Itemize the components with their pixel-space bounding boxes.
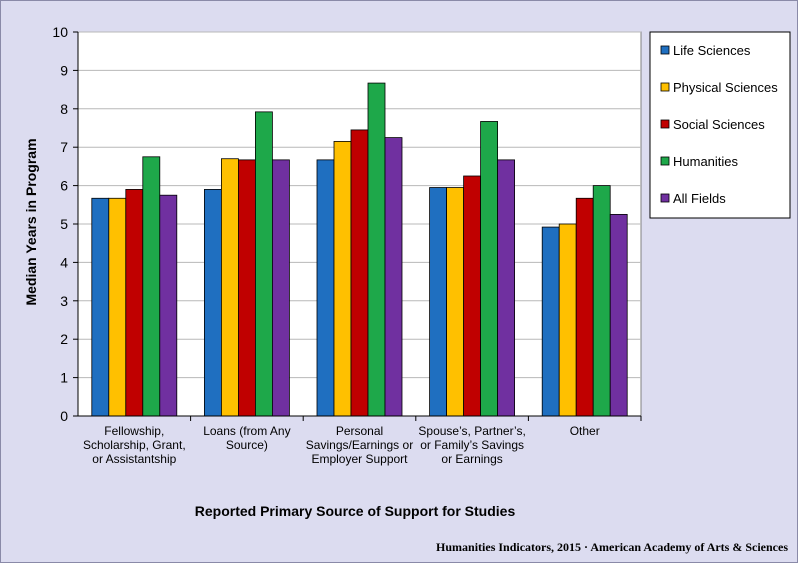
x-tick-label-line: or Assistantship bbox=[92, 452, 176, 466]
bar-life-sciences bbox=[203, 189, 222, 417]
y-tick-labels: 0 1 2 3 4 5 6 7 8 9 10 bbox=[52, 24, 68, 424]
x-tick-label-line: Spouse’s, Partner’s, bbox=[418, 424, 525, 438]
bar-social-sciences bbox=[125, 189, 144, 417]
y-tick-label: 3 bbox=[60, 293, 68, 309]
legend-label: Humanities bbox=[673, 154, 739, 169]
bar-life-sciences bbox=[91, 197, 110, 417]
legend-swatch bbox=[660, 45, 670, 55]
x-tick-labels: Fellowship, Scholarship, Grant, or Assista… bbox=[83, 424, 600, 466]
bar-humanities bbox=[142, 156, 161, 417]
x-tick-label-line: Other bbox=[570, 424, 600, 438]
bar-physical-sciences bbox=[333, 141, 352, 417]
y-tick-label: 6 bbox=[60, 178, 68, 194]
legend-label: Social Sciences bbox=[673, 117, 765, 132]
y-tick-label: 9 bbox=[60, 62, 68, 78]
legend: Life Sciences Physical Sciences Social Sci… bbox=[649, 31, 791, 219]
x-tick-label-line: Savings/Earnings or bbox=[306, 438, 413, 452]
legend-label: Physical Sciences bbox=[673, 80, 778, 95]
x-tick-label-line: or Earnings bbox=[441, 452, 502, 466]
x-tick-label-line: Scholarship, Grant, bbox=[83, 438, 186, 452]
y-tick-label: 7 bbox=[60, 139, 68, 155]
legend-label: All Fields bbox=[673, 191, 726, 206]
x-tick-label: Other bbox=[570, 424, 600, 438]
x-axis-label: Reported Primary Source of Support for S… bbox=[195, 503, 516, 519]
bar-life-sciences bbox=[316, 159, 335, 417]
x-tick-label-line: or Family’s Savings bbox=[420, 438, 524, 452]
y-tick-label: 5 bbox=[60, 216, 68, 232]
bar-humanities bbox=[480, 121, 499, 417]
bar-physical-sciences bbox=[220, 158, 239, 417]
x-tick-label: Personal Savings/Earnings or Employer Supp… bbox=[306, 424, 413, 466]
bar-life-sciences bbox=[429, 187, 448, 417]
legend-label: Life Sciences bbox=[673, 43, 751, 58]
y-axis-label: Median Years in Program bbox=[23, 138, 39, 305]
legend-swatch bbox=[660, 82, 670, 92]
bar-physical-sciences bbox=[558, 223, 577, 417]
y-tick-label: 4 bbox=[60, 254, 68, 270]
bar-humanities bbox=[592, 185, 611, 417]
bar-physical-sciences bbox=[446, 187, 465, 417]
x-tick-label: Loans (from Any Source) bbox=[203, 424, 290, 452]
x-tick-label: Fellowship, Scholarship, Grant, or Assista… bbox=[83, 424, 186, 466]
credit-text: Humanities Indicators, 2015 · American A… bbox=[436, 540, 788, 554]
x-tick-label-line: Fellowship, bbox=[104, 424, 164, 438]
x-tick-label-line: Personal bbox=[336, 424, 383, 438]
y-tick-label: 8 bbox=[60, 101, 68, 117]
y-tick-label: 0 bbox=[60, 408, 68, 424]
bar-all-fields bbox=[271, 159, 290, 417]
bar-all-fields bbox=[497, 159, 516, 417]
bar-physical-sciences bbox=[108, 197, 127, 417]
bar-social-sciences bbox=[350, 129, 369, 417]
bar-humanities bbox=[254, 111, 273, 417]
bar-humanities bbox=[367, 82, 386, 417]
x-tick-label: Spouse’s, Partner’s, or Family’s Savings o… bbox=[418, 424, 525, 466]
x-tick-label-line: Source) bbox=[226, 438, 268, 452]
bar-all-fields bbox=[609, 213, 628, 417]
axes bbox=[73, 31, 642, 421]
bars bbox=[91, 82, 628, 417]
x-tick-label-line: Employer Support bbox=[311, 452, 408, 466]
bar-social-sciences bbox=[463, 175, 482, 417]
bar-social-sciences bbox=[575, 197, 594, 417]
legend-box bbox=[649, 31, 791, 219]
legend-swatch bbox=[660, 119, 670, 129]
bar-all-fields bbox=[159, 194, 178, 417]
legend-swatch bbox=[660, 156, 670, 166]
bar-social-sciences bbox=[237, 159, 256, 417]
x-tick-label-line: Loans (from Any bbox=[203, 424, 290, 438]
y-tick-label: 2 bbox=[60, 331, 68, 347]
bar-all-fields bbox=[384, 137, 403, 417]
bar-life-sciences bbox=[541, 226, 560, 417]
legend-swatch bbox=[660, 193, 670, 203]
y-tick-label: 1 bbox=[60, 370, 68, 386]
y-tick-label: 10 bbox=[52, 24, 68, 40]
